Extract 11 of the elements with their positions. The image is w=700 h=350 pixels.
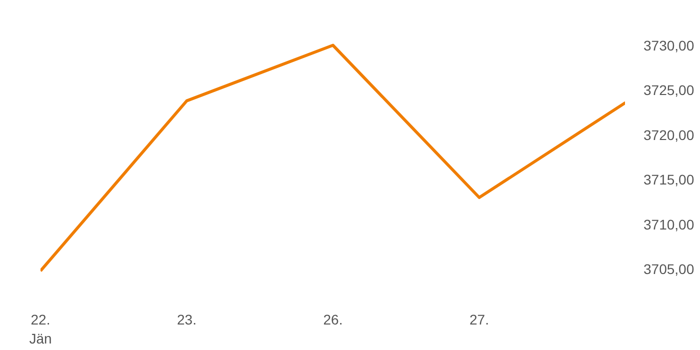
x-tick-label: 26.: [323, 312, 343, 328]
y-tick-label: 3705,00: [644, 261, 694, 278]
y-tick-label: 3715,00: [644, 172, 694, 188]
x-tick-label: 22. Jän: [29, 312, 52, 347]
line-series: [40, 44, 626, 272]
y-tick-label: 3710,00: [644, 216, 694, 232]
x-tick-label: 27.: [470, 312, 489, 328]
y-tick-label: 3720,00: [644, 126, 694, 143]
y-tick-label: 3725,00: [644, 82, 694, 98]
y-tick-label: 3730,00: [644, 37, 694, 54]
x-tick-label: 23.: [177, 312, 196, 328]
